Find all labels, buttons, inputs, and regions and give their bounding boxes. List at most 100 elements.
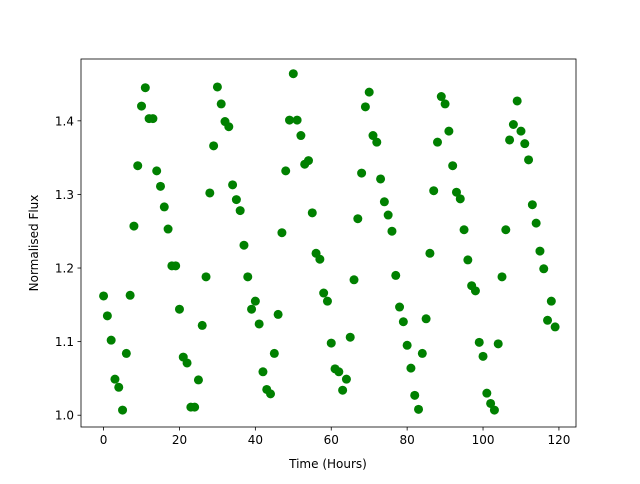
point [326,338,336,348]
x-tick-label: 20 [172,433,187,447]
point [281,166,291,176]
point [243,272,253,282]
point [539,264,549,274]
point [497,272,507,282]
point [159,202,169,212]
point [285,115,295,125]
point [338,385,348,395]
point [197,320,207,330]
y-tick-label: 1.1 [55,335,74,349]
point [322,296,332,306]
y-axis-label: Normalised Flux [27,195,41,292]
x-tick-label: 40 [248,433,263,447]
point [470,286,480,296]
point [512,96,522,106]
point [292,115,302,125]
point [395,302,405,312]
point [486,398,496,408]
point [99,291,109,301]
x-tick-label: 120 [547,433,570,447]
point [174,304,184,314]
point [440,99,450,109]
point [508,120,518,130]
point [269,348,279,358]
point [425,248,435,258]
point [341,374,351,384]
point [493,339,503,349]
point [387,226,397,236]
point [137,101,147,111]
point [478,351,488,361]
point [345,332,355,342]
point [524,155,534,165]
y-tick-label: 1.0 [55,409,74,423]
point [129,221,139,231]
point [505,135,515,145]
point [110,374,120,384]
point [258,367,268,377]
point [163,224,173,234]
point [364,87,374,97]
point [303,156,313,166]
point [266,389,276,399]
point [429,186,439,196]
point [543,315,553,325]
point [254,319,264,329]
point [550,322,560,332]
point [383,210,393,220]
point [444,126,454,136]
point [432,137,442,147]
point [531,218,541,228]
point [459,225,469,235]
point [417,348,427,358]
point [273,309,283,319]
x-tick-label: 60 [324,433,339,447]
point [296,131,306,141]
point [106,335,116,345]
point [353,214,363,224]
x-tick-label: 80 [400,433,415,447]
point [209,141,219,151]
point [334,367,344,377]
point [436,92,446,102]
point [247,304,257,314]
point [455,194,465,204]
point [133,161,143,171]
point [516,126,526,136]
point [391,270,401,280]
y-tick-label: 1.2 [55,262,74,276]
point [501,225,511,235]
point [216,99,226,109]
point [349,275,359,285]
point [212,82,222,92]
point [239,240,249,250]
point [121,348,131,358]
point [357,168,367,178]
point [231,195,241,205]
point [372,137,382,147]
point [315,254,325,264]
point [463,255,473,265]
point [451,187,461,197]
point [376,174,386,184]
point [398,317,408,327]
x-tick-label: 100 [472,433,495,447]
point [235,206,245,216]
x-axis-label: Time (Hours) [288,457,367,471]
point [410,390,420,400]
point [406,363,416,373]
point [368,131,378,141]
point [535,246,545,256]
point [182,358,192,368]
point [193,375,203,385]
x-tick-label: 0 [100,433,108,447]
point [527,200,537,210]
point [277,228,287,238]
point [474,337,484,347]
y-tick-label: 1.4 [55,114,74,128]
point [489,405,499,415]
plot-frame [80,58,577,428]
point [190,402,200,412]
point [250,296,260,306]
